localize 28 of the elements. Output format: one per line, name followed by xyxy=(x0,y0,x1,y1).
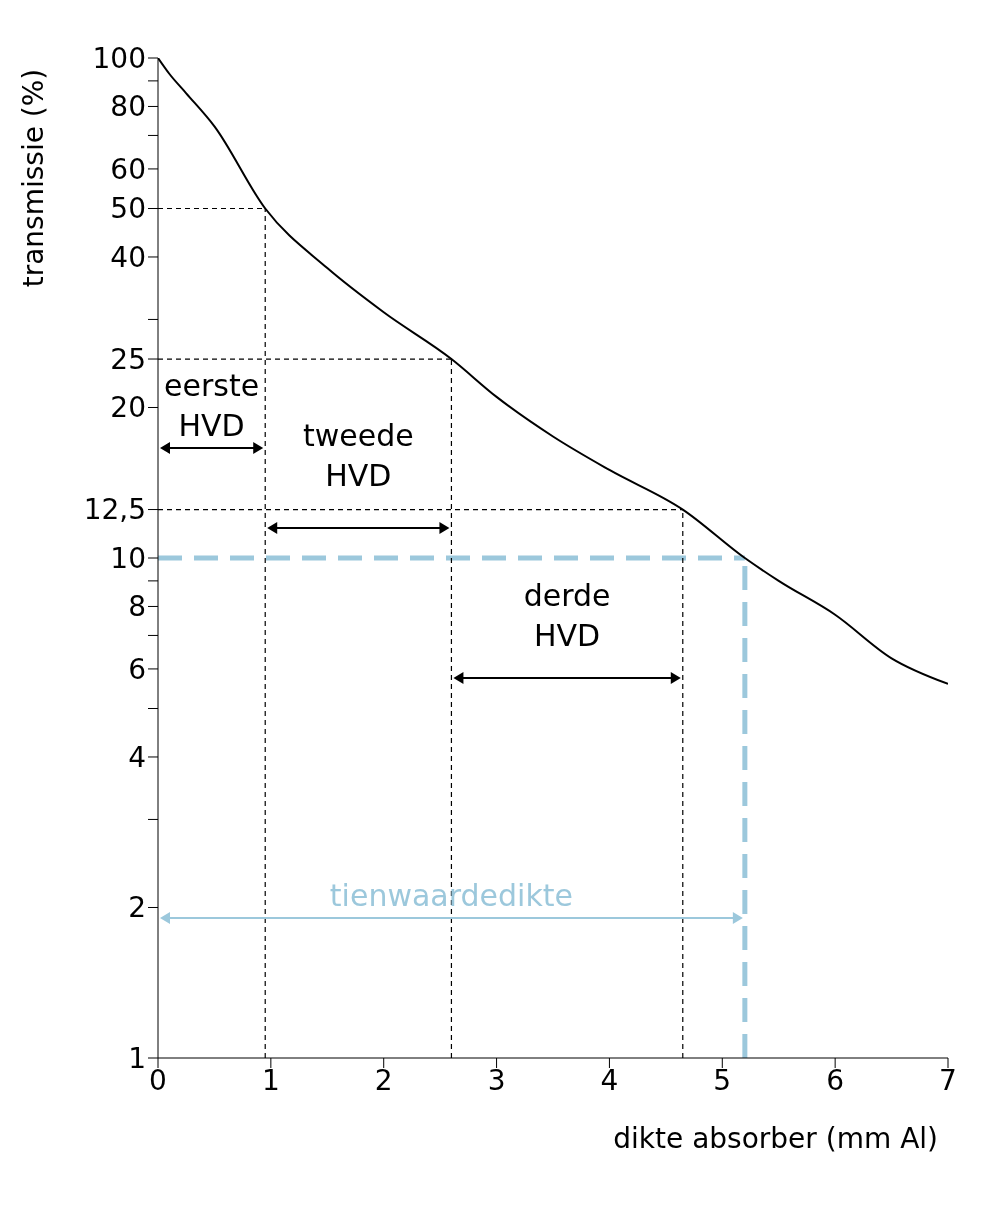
y-tick-label: 40 xyxy=(110,240,146,274)
y-tick-label: 50 xyxy=(110,192,146,226)
y-axis-title: transmissie (%) xyxy=(16,68,50,288)
x-tick-label: 7 xyxy=(939,1063,957,1097)
y-tick-label: 4 xyxy=(128,740,146,774)
y-tick-label: 2 xyxy=(128,891,146,925)
y-tick-label: 80 xyxy=(110,90,146,124)
x-tick-label: 4 xyxy=(600,1063,619,1097)
x-tick-label: 0 xyxy=(149,1063,167,1097)
x-axis-title: dikte absorber (mm Al) xyxy=(613,1122,938,1155)
y-tick-label: 10 xyxy=(110,541,146,575)
y-tick-label: 12,5 xyxy=(83,493,146,527)
y-tick-label: 25 xyxy=(110,342,146,376)
y-tick-label: 20 xyxy=(110,391,146,425)
annotation: eerste HVD xyxy=(164,368,260,443)
y-tick-label: 60 xyxy=(110,152,146,186)
annotation: derde HVD xyxy=(523,578,611,653)
x-tick-label: 3 xyxy=(487,1063,506,1097)
annotation: tienwaardedikte xyxy=(329,878,574,913)
y-tick-label: 100 xyxy=(92,41,146,75)
x-tick-label: 6 xyxy=(826,1063,845,1097)
x-tick-label: 1 xyxy=(261,1063,280,1097)
y-tick-label: 8 xyxy=(128,590,146,624)
annotation: tweede HVD xyxy=(302,418,414,493)
y-tick-label: 1 xyxy=(128,1041,146,1075)
x-tick-label: 5 xyxy=(713,1063,732,1097)
x-tick-label: 2 xyxy=(374,1063,393,1097)
y-tick-label: 6 xyxy=(128,652,146,686)
